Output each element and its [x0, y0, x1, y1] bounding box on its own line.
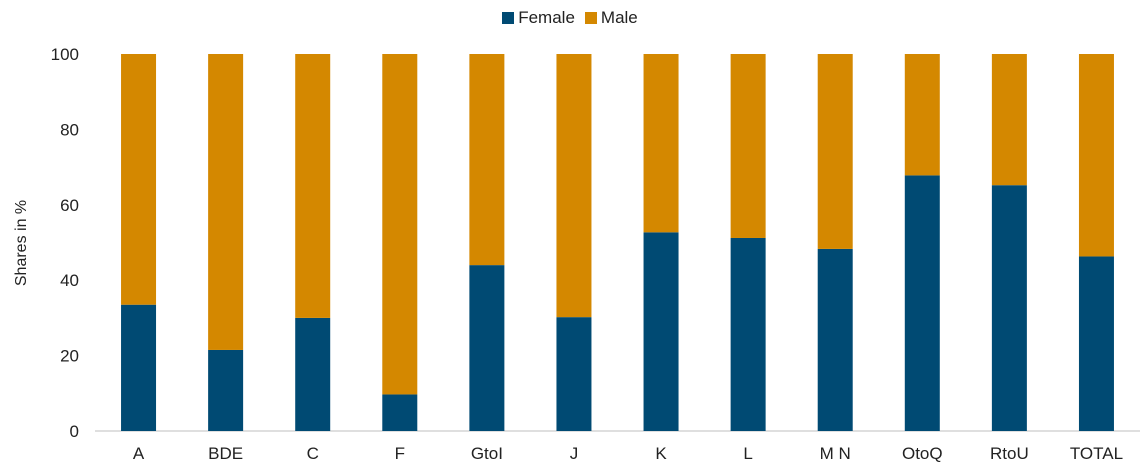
bar-segment-male	[730, 54, 766, 238]
x-tick-label: RtoU	[990, 444, 1029, 463]
bar-segment-female	[817, 248, 853, 431]
legend-label-female: Female	[518, 8, 575, 27]
y-tick-label: 100	[51, 45, 79, 64]
bar-segment-female	[556, 317, 592, 431]
x-tick-label: BDE	[208, 444, 243, 463]
legend-swatch-female	[502, 12, 515, 24]
legend-item-female: Female	[502, 8, 575, 28]
legend-swatch-male	[584, 12, 597, 24]
bar-segment-female	[208, 349, 244, 431]
legend: Female Male	[0, 8, 1140, 28]
bar-segment-male	[556, 54, 592, 318]
bar-segment-female	[382, 394, 418, 431]
bar-segment-male	[121, 54, 157, 305]
bars	[121, 54, 1114, 431]
y-tick-label: 80	[60, 120, 79, 139]
x-tick-label: GtoI	[471, 444, 503, 463]
bar-segment-female	[469, 265, 505, 431]
y-tick-labels: 0 20 40 60 80 100	[51, 45, 79, 441]
bar-segment-female	[991, 185, 1027, 431]
bar-segment-male	[991, 54, 1027, 186]
bar-segment-female	[1078, 256, 1114, 431]
y-tick-label: 40	[60, 271, 79, 290]
bar-segment-male	[208, 54, 244, 350]
y-tick-label: 0	[70, 422, 79, 441]
y-tick-label: 60	[60, 196, 79, 215]
y-tick-label: 20	[60, 347, 79, 366]
x-tick-label: F	[395, 444, 405, 463]
bar-segment-male	[904, 54, 940, 176]
bar-segment-male	[469, 54, 505, 266]
x-tick-label: TOTAL	[1070, 444, 1123, 463]
bar-segment-male	[643, 54, 679, 233]
x-tick-label: OtoQ	[902, 444, 943, 463]
legend-label-male: Male	[600, 8, 638, 27]
x-tick-label: M N	[820, 444, 851, 463]
x-tick-label: L	[743, 444, 752, 463]
y-axis-label: Shares in %	[13, 200, 30, 286]
x-tick-label: A	[133, 444, 145, 463]
bar-segment-female	[295, 317, 331, 431]
legend-item-male: Male	[584, 8, 638, 28]
x-tick-label: C	[307, 444, 319, 463]
bar-segment-male	[295, 54, 331, 318]
bar-segment-female	[643, 232, 679, 431]
bar-segment-female	[730, 237, 766, 431]
x-tick-labels: A BDE C F GtoI J K L M N OtoQ RtoU TOTAL	[133, 444, 1123, 463]
x-tick-label: J	[570, 444, 579, 463]
bar-segment-female	[904, 175, 940, 431]
x-tick-label: K	[655, 444, 667, 463]
bar-segment-male	[382, 54, 418, 395]
bar-segment-male	[817, 54, 853, 249]
bar-segment-male	[1078, 54, 1114, 257]
bar-segment-female	[121, 304, 157, 431]
